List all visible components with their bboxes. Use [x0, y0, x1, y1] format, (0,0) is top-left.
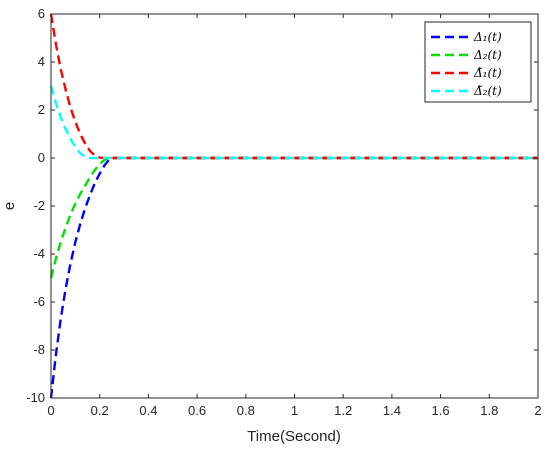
- y-tick-label: -10: [26, 390, 45, 405]
- ticks-layer: 0 0.2 0.4 0.6 0.8 1 1.2 1.4 1.6 1.8 2 -10 -8 -6 -4 -2 0 2…: [26, 6, 541, 418]
- series-line-1: [49, 156, 538, 399]
- y-tick-label: -4: [33, 246, 45, 261]
- x-tick-label: 1.2: [334, 403, 352, 418]
- x-tick-label: 1: [291, 403, 298, 418]
- series-line-2: [49, 156, 538, 279]
- legend-label-4: Δ̃₂(t): [473, 84, 502, 98]
- y-tick-label: 0: [38, 150, 45, 165]
- y-tick-label: -2: [33, 198, 45, 213]
- legend-label-1: Δ₁(t): [473, 30, 502, 44]
- series-layer: [49, 13, 538, 399]
- plot-frame: [50, 13, 539, 399]
- y-tick-label: -8: [33, 342, 45, 357]
- x-tick-label: 1.6: [432, 403, 450, 418]
- legend-box: [424, 21, 532, 103]
- series-line-4: [49, 85, 538, 160]
- x-tick-label: 1.4: [383, 403, 401, 418]
- x-tick-label: 0: [47, 403, 54, 418]
- y-tick-label: 6: [38, 6, 45, 21]
- y-tick-label: 4: [38, 54, 45, 69]
- x-tick-label: 0.6: [188, 403, 206, 418]
- y-axis-label: e: [1, 202, 18, 210]
- y-tick-label: 2: [38, 102, 45, 117]
- x-tick-label: 2: [534, 403, 541, 418]
- x-axis-label: Time(Second): [247, 428, 341, 445]
- x-tick-label: 0.2: [91, 403, 109, 418]
- x-tick-label: 1.8: [480, 403, 498, 418]
- y-tick-label: -6: [33, 294, 45, 309]
- legend-items: Δ₁(t) Δ₂(t) Δ̃₁(t) Δ̃₂(t): [431, 30, 502, 98]
- series-line-3: [49, 13, 538, 160]
- x-tick-label: 0.8: [237, 403, 255, 418]
- legend: Δ₁(t) Δ₂(t) Δ̃₁(t) Δ̃₂(t): [424, 21, 532, 103]
- legend-label-2: Δ₂(t): [473, 48, 502, 62]
- legend-label-3: Δ̃₁(t): [473, 66, 502, 80]
- x-tick-label: 0.4: [139, 403, 157, 418]
